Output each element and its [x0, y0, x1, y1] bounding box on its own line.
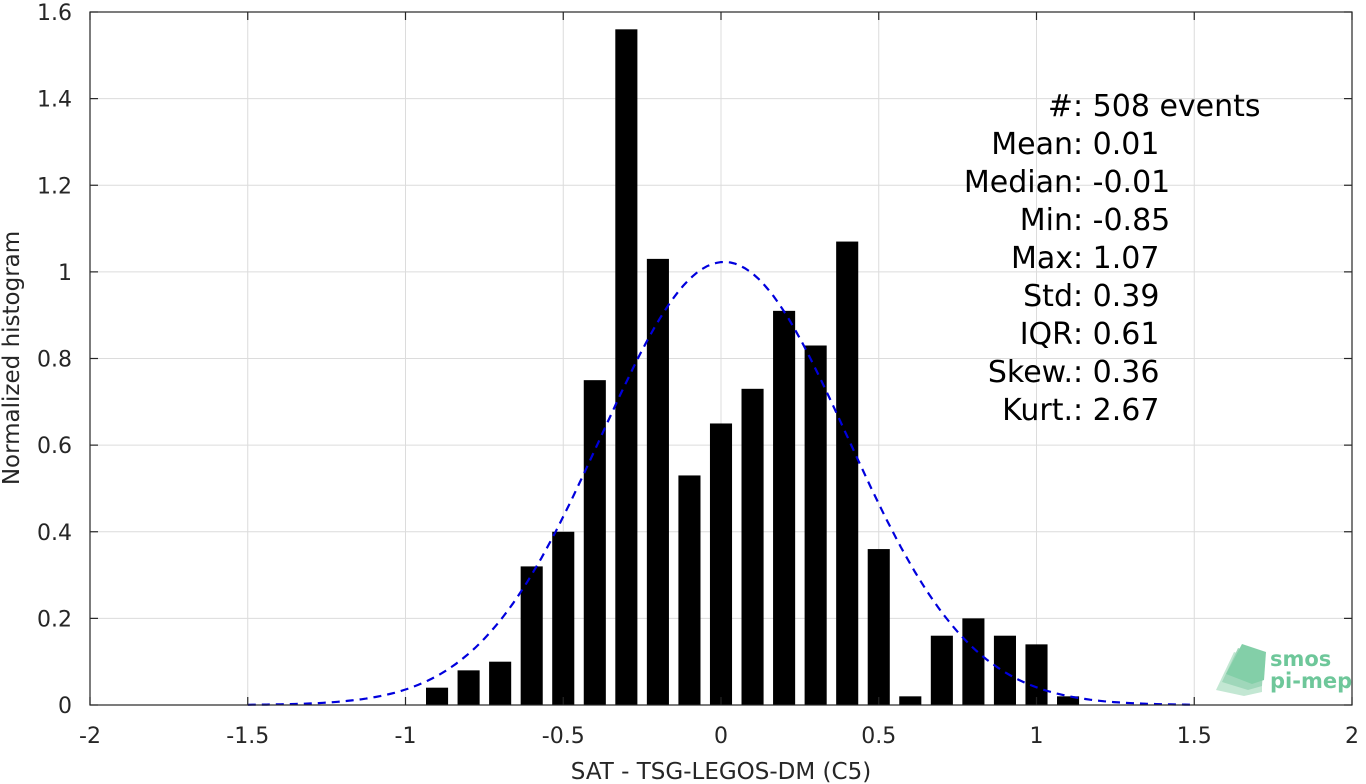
stat-label: IQR	[1020, 317, 1073, 352]
stat-label: Kurt.	[1002, 393, 1073, 428]
histogram-bar	[678, 475, 701, 705]
histogram-bar	[426, 687, 449, 705]
logo-mark-icon	[1216, 644, 1266, 696]
x-tick-label: 1.5	[1177, 724, 1212, 749]
histogram-bar	[520, 566, 543, 705]
axis-ticks	[89, 11, 1353, 706]
histogram-bar	[930, 635, 953, 705]
histogram-bar	[552, 531, 575, 705]
stat-value: : -0.01	[1073, 165, 1170, 200]
histogram-bar	[583, 380, 606, 705]
y-tick-label: 1.4	[37, 88, 72, 113]
stat-value: : 1.07	[1073, 241, 1159, 276]
smos-pi-mep-logo: smos pi-mep	[1216, 644, 1352, 696]
x-tick-label: -1.5	[226, 724, 269, 749]
y-axis-label: Normalized histogram	[0, 231, 25, 485]
stat-label: Max	[1011, 241, 1073, 276]
y-tick-label: 1	[58, 261, 72, 286]
histogram-bar	[615, 29, 638, 705]
histogram-bar	[867, 549, 890, 705]
histogram-bar	[962, 618, 985, 705]
histogram-bar	[646, 258, 669, 705]
x-tick-label: -2	[79, 724, 101, 749]
stat-value: : 2.67	[1073, 393, 1159, 428]
histogram-bar	[457, 670, 480, 705]
histogram-bar	[1025, 644, 1048, 705]
stat-value: : 0.61	[1073, 317, 1159, 352]
histogram-bar	[993, 635, 1016, 705]
stat-value: : 0.36	[1073, 355, 1159, 390]
y-tick-label: 1.6	[37, 1, 72, 26]
histogram-bars	[426, 29, 1080, 705]
normal-fit-curve	[247, 260, 1195, 706]
stat-value: : 0.01	[1073, 127, 1159, 162]
y-tick-label: 1.2	[37, 174, 72, 199]
histogram-bar	[709, 423, 733, 705]
x-tick-label: 1	[1030, 724, 1044, 749]
stat-label: #	[1048, 89, 1073, 124]
x-axis-label: SAT - TSG-LEGOS-DM (C5)	[571, 759, 871, 784]
x-tick-labels: -2 -1.5 -1 -0.5 0 0.5 1 1.5 2	[79, 724, 1359, 749]
y-tick-label: 0.6	[37, 434, 72, 459]
histogram-bar	[836, 241, 859, 705]
y-tick-labels: 0 0.2 0.4 0.6 0.8 1 1.2 1.4 1.6	[37, 1, 72, 719]
histogram-bar	[741, 388, 764, 705]
stat-label: Skew.	[988, 355, 1073, 390]
y-tick-label: 0.8	[37, 348, 72, 373]
logo-line1: smos	[1270, 647, 1331, 671]
x-tick-label: 0	[714, 724, 728, 749]
histogram-bar	[489, 661, 512, 705]
x-tick-label: 0.5	[861, 724, 896, 749]
stat-label: Median	[964, 165, 1073, 200]
y-tick-label: 0.4	[37, 521, 72, 546]
stat-label: Mean	[991, 127, 1073, 162]
logo-line2: pi-mep	[1270, 669, 1352, 693]
stat-value: : 0.39	[1073, 279, 1159, 314]
x-tick-label: 2	[1345, 724, 1359, 749]
histogram-bar	[773, 310, 796, 705]
histogram-bar	[1057, 696, 1080, 705]
y-tick-label: 0.2	[37, 607, 72, 632]
stat-value: : -0.85	[1073, 203, 1170, 238]
histogram-bar	[899, 696, 922, 705]
x-tick-label: -1	[395, 724, 417, 749]
stat-value: : 508 events	[1073, 89, 1261, 124]
histogram-bar	[804, 345, 827, 705]
y-tick-label: 0	[58, 694, 72, 719]
x-tick-label: -0.5	[542, 724, 585, 749]
stat-label: Std	[1023, 279, 1073, 314]
stat-label: Min	[1020, 203, 1073, 238]
